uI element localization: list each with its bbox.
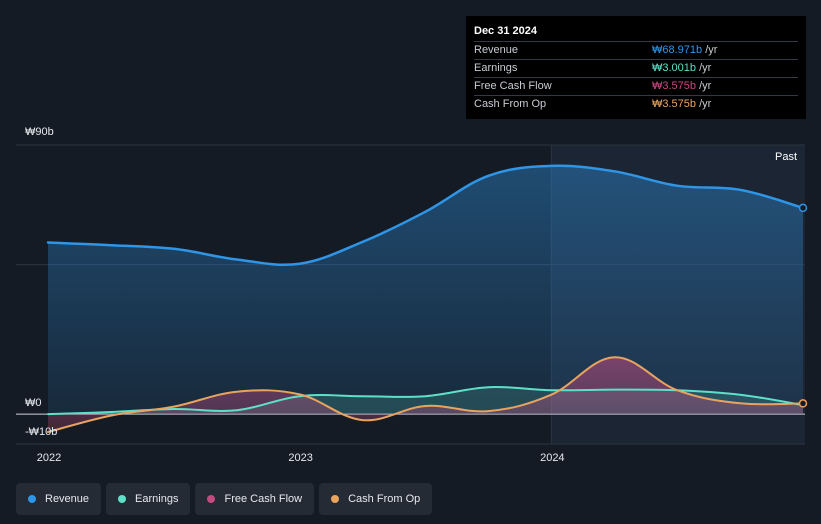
- tooltip-value: ₩3.001b /yr: [652, 60, 711, 77]
- tooltip-label: Cash From Op: [474, 98, 547, 110]
- legend-dot-icon: [331, 495, 340, 503]
- tooltip-date: Dec 31 2024: [474, 23, 798, 42]
- series-line-cash-from-op: [47, 356, 804, 433]
- axis-labels: ₩90b ₩0 -₩10b 2022 2023 2024 Past: [25, 126, 797, 464]
- past-label: Past: [775, 151, 797, 163]
- tooltip-value-unit: /yr: [696, 62, 712, 74]
- series-end-marker-cash-from-op: [798, 399, 808, 408]
- x-tick-label: 2023: [288, 452, 312, 464]
- tooltip-row-earnings: Earnings ₩3.001b /yr: [474, 60, 798, 78]
- tooltip-value: ₩3.575b /yr: [652, 96, 711, 113]
- legend-item-free-cash-flow[interactable]: Free Cash Flow: [195, 483, 315, 515]
- tooltip-row-revenue: Revenue ₩68.971b /yr: [474, 42, 798, 60]
- tooltip-value-number: ₩3.575b: [652, 80, 697, 92]
- tooltip-value-number: ₩3.575b: [652, 98, 697, 110]
- y-tick-label: ₩90b: [25, 126, 54, 138]
- tooltip-value-number: ₩3.001b: [652, 62, 697, 74]
- legend-label: Earnings: [135, 493, 179, 505]
- tooltip-value-number: ₩68.971b: [652, 44, 703, 56]
- tooltip-label: Free Cash Flow: [474, 80, 552, 92]
- legend-item-revenue[interactable]: Revenue: [16, 483, 102, 515]
- legend-label: Revenue: [45, 493, 90, 505]
- data-tooltip: Dec 31 2024 Revenue ₩68.971b /yr Earning…: [466, 16, 806, 119]
- tooltip-value-unit: /yr: [702, 44, 718, 56]
- tooltip-label: Earnings: [474, 62, 518, 74]
- legend-label: Free Cash Flow: [224, 493, 303, 505]
- x-tick-label: 2022: [37, 452, 61, 464]
- tooltip-value: ₩3.575b /yr: [652, 78, 711, 95]
- legend-dot-icon: [207, 495, 216, 503]
- tooltip-row-free-cash-flow: Free Cash Flow ₩3.575b /yr: [474, 78, 798, 96]
- tooltip-value-unit: /yr: [696, 80, 712, 92]
- legend-dot-icon: [28, 495, 36, 503]
- line-layer: [46, 164, 805, 433]
- series-area-free-cash-flow: [48, 357, 803, 432]
- area-layer: [48, 165, 803, 432]
- legend-item-earnings[interactable]: Earnings: [106, 483, 191, 515]
- legend-dot-icon: [118, 495, 127, 503]
- series-line-revenue: [46, 164, 805, 267]
- series-end-marker-revenue: [798, 203, 808, 213]
- legend-label: Cash From Op: [348, 493, 421, 505]
- tooltip-row-cash-from-op: Cash From Op ₩3.575b /yr: [474, 96, 798, 113]
- x-tick-label: 2024: [540, 452, 564, 464]
- legend-item-cash-from-op[interactable]: Cash From Op: [319, 483, 433, 515]
- marker-layer: [798, 203, 808, 408]
- tooltip-value-unit: /yr: [696, 98, 712, 110]
- chart-legend: Revenue Earnings Free Cash Flow Cash Fro…: [16, 483, 433, 515]
- tooltip-value: ₩68.971b /yr: [652, 42, 717, 59]
- y-tick-label: ₩0: [25, 397, 42, 409]
- y-tick-label: -₩10b: [25, 426, 57, 438]
- series-area-revenue: [48, 165, 803, 415]
- tooltip-label: Revenue: [474, 44, 519, 56]
